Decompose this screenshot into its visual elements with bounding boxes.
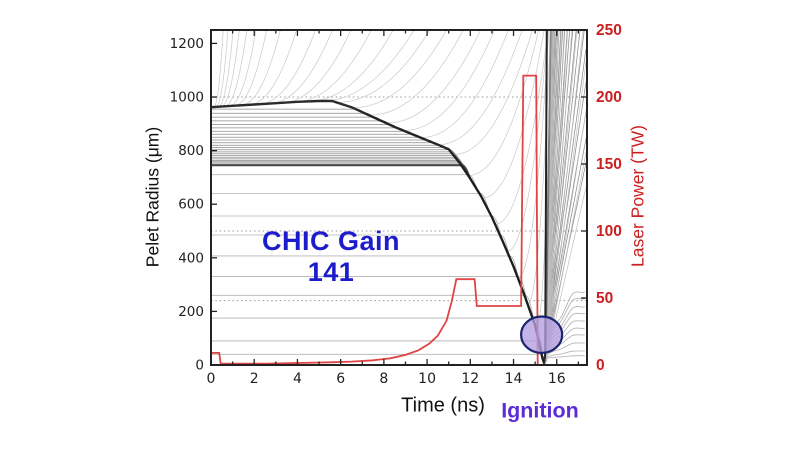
svg-text:200: 200: [596, 89, 622, 106]
svg-text:12: 12: [461, 371, 479, 387]
svg-text:0: 0: [207, 371, 216, 387]
x-axis-label: Time (ns): [401, 394, 485, 417]
svg-text:14: 14: [505, 371, 523, 387]
svg-text:600: 600: [178, 197, 204, 213]
svg-text:100: 100: [596, 223, 622, 240]
svg-text:1200: 1200: [170, 36, 204, 52]
y-axis-label-left: Pelet Radius (μm): [142, 126, 163, 268]
svg-text:800: 800: [178, 143, 204, 159]
gain-annotation: CHIC Gain 141: [262, 226, 400, 288]
svg-text:0: 0: [195, 358, 204, 374]
svg-text:8: 8: [379, 371, 388, 387]
svg-text:200: 200: [178, 304, 204, 320]
svg-text:150: 150: [596, 156, 622, 173]
gain-annotation-line2: 141: [307, 257, 355, 287]
svg-text:50: 50: [596, 290, 613, 307]
gain-annotation-line1: CHIC Gain: [261, 225, 401, 256]
svg-text:6: 6: [336, 371, 345, 387]
ignition-label: Ignition: [501, 398, 579, 423]
svg-text:0: 0: [596, 357, 605, 374]
svg-text:2: 2: [250, 371, 259, 387]
svg-text:16: 16: [548, 371, 566, 387]
svg-text:4: 4: [293, 371, 302, 387]
y-axis-label-right: Laser Power (TW): [627, 125, 648, 267]
svg-text:400: 400: [178, 250, 204, 266]
svg-text:10: 10: [418, 371, 436, 387]
svg-text:1000: 1000: [170, 90, 204, 106]
svg-text:250: 250: [596, 22, 622, 39]
